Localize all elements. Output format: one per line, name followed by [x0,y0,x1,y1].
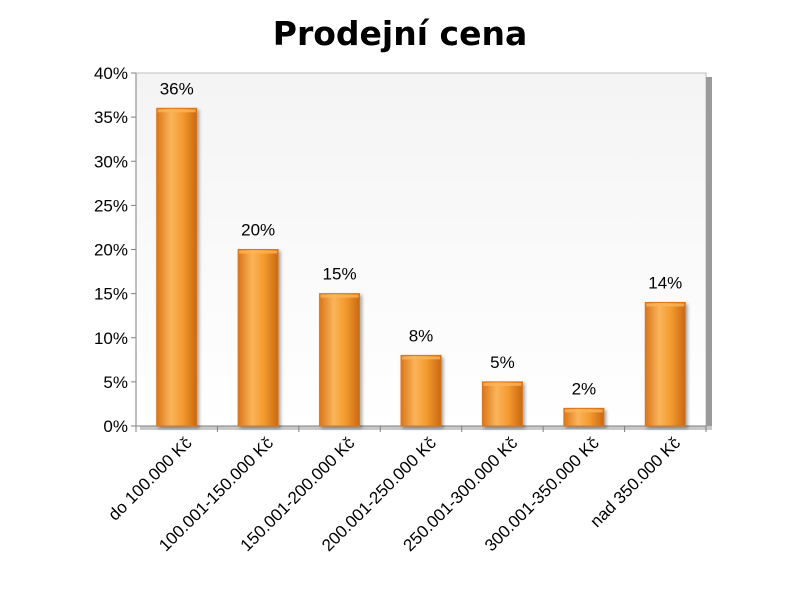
data-label: 20% [241,221,275,240]
y-tick-label: 0% [103,417,128,436]
chart-title: Prodejní cena [272,14,528,53]
bar [644,301,686,427]
y-tick-label: 20% [94,241,128,260]
bar [481,381,523,427]
bar [156,107,198,427]
plot-area-shadow-right [706,77,712,430]
y-tick-label: 35% [94,108,128,127]
data-label: 2% [572,379,597,398]
bar-highlight [402,356,440,360]
data-label: 36% [160,79,194,98]
y-tick-label: 40% [94,64,128,83]
bar-highlight [320,294,359,298]
y-tick-label: 25% [94,196,128,215]
bar [237,249,279,427]
data-label: 15% [323,265,357,284]
bar-highlight [646,303,685,307]
bar [563,407,605,427]
y-tick-label: 10% [94,329,128,348]
data-label: 14% [648,273,682,292]
data-label: 5% [490,353,515,372]
x-category-label: do 100.000 Kč [105,433,196,524]
y-tick-label: 30% [94,152,128,171]
bar [400,354,442,427]
bar-highlight [483,382,522,386]
y-tick-label: 5% [103,373,128,392]
bar [319,293,361,427]
data-label: 8% [409,326,434,345]
plot-area-shadow-bottom [140,426,712,430]
bar-highlight [157,109,196,113]
bar-highlight [239,250,278,254]
bar-highlight [564,409,603,413]
y-tick-label: 15% [94,285,128,304]
